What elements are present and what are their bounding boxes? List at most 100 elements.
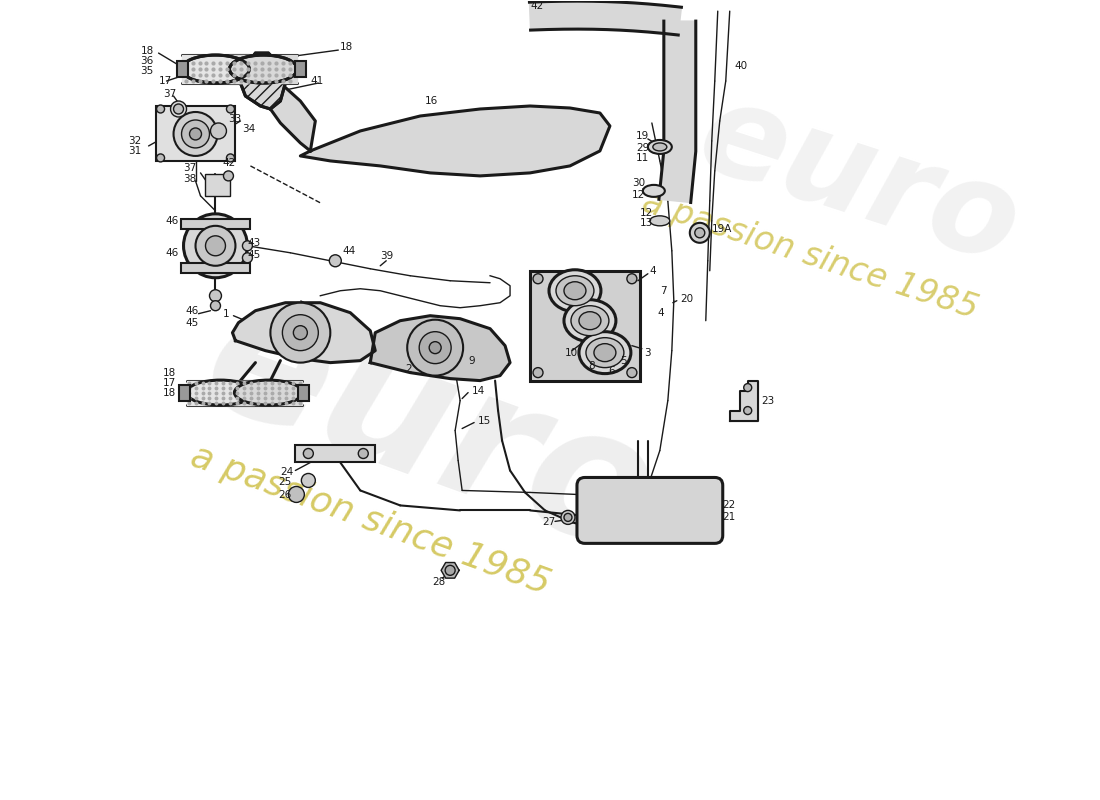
Text: 13: 13 — [640, 218, 653, 228]
Polygon shape — [265, 81, 316, 151]
Circle shape — [690, 223, 710, 243]
Ellipse shape — [579, 312, 601, 330]
Ellipse shape — [653, 143, 667, 151]
Text: 46: 46 — [186, 306, 199, 316]
Circle shape — [294, 326, 307, 340]
Circle shape — [156, 105, 165, 113]
Text: 10: 10 — [565, 348, 579, 358]
Text: 27: 27 — [542, 518, 556, 527]
Ellipse shape — [648, 140, 672, 154]
Ellipse shape — [564, 300, 616, 342]
Circle shape — [359, 449, 369, 458]
Text: 3: 3 — [644, 348, 650, 358]
Circle shape — [184, 214, 248, 278]
Text: 17: 17 — [158, 76, 172, 86]
Circle shape — [301, 474, 316, 487]
Text: 12: 12 — [631, 190, 645, 200]
Ellipse shape — [571, 306, 609, 336]
Circle shape — [242, 253, 252, 262]
Ellipse shape — [230, 55, 297, 83]
Text: 37: 37 — [164, 89, 177, 99]
Text: 15: 15 — [478, 415, 492, 426]
Ellipse shape — [564, 282, 586, 300]
Circle shape — [209, 290, 221, 302]
Bar — [180, 219, 251, 229]
Ellipse shape — [586, 338, 624, 368]
Circle shape — [196, 226, 235, 266]
Text: euro: euro — [183, 269, 679, 593]
Circle shape — [627, 368, 637, 378]
Circle shape — [174, 104, 184, 114]
Text: 36: 36 — [141, 56, 154, 66]
Text: 18: 18 — [340, 42, 353, 52]
Circle shape — [534, 368, 543, 378]
Circle shape — [407, 320, 463, 376]
Circle shape — [695, 228, 705, 238]
Text: 35: 35 — [141, 66, 154, 76]
Circle shape — [156, 154, 165, 162]
Text: 31: 31 — [129, 146, 142, 156]
Polygon shape — [529, 1, 681, 35]
Bar — [178, 385, 189, 401]
Text: 6: 6 — [608, 366, 615, 376]
Bar — [176, 61, 187, 77]
FancyBboxPatch shape — [578, 478, 723, 543]
Ellipse shape — [579, 332, 631, 374]
Circle shape — [227, 105, 234, 113]
Circle shape — [329, 254, 341, 266]
Circle shape — [283, 314, 318, 350]
Text: 46: 46 — [166, 216, 179, 226]
Text: 39: 39 — [381, 250, 394, 261]
Polygon shape — [241, 53, 285, 109]
Text: a passion since 1985: a passion since 1985 — [186, 439, 554, 602]
Circle shape — [174, 112, 218, 156]
Bar — [298, 385, 309, 401]
Text: 20: 20 — [680, 294, 693, 304]
Polygon shape — [729, 381, 758, 421]
Circle shape — [210, 123, 227, 139]
Bar — [155, 106, 235, 161]
Text: 4: 4 — [658, 308, 664, 318]
Circle shape — [744, 383, 751, 391]
Text: 29: 29 — [636, 143, 649, 153]
Text: 11: 11 — [636, 153, 649, 163]
Polygon shape — [300, 106, 609, 176]
Text: 26: 26 — [278, 490, 292, 501]
Ellipse shape — [642, 185, 664, 197]
Text: 17: 17 — [163, 378, 176, 388]
Circle shape — [170, 101, 187, 117]
Text: 40: 40 — [735, 61, 748, 71]
Polygon shape — [659, 21, 696, 202]
Polygon shape — [441, 562, 459, 578]
Text: 44: 44 — [342, 246, 355, 256]
Text: 37: 37 — [184, 163, 197, 173]
Text: euro: euro — [684, 70, 1035, 291]
Text: 42: 42 — [530, 1, 543, 11]
Text: 18: 18 — [163, 368, 176, 378]
Text: 22: 22 — [722, 501, 735, 510]
Text: 12: 12 — [640, 208, 653, 218]
Text: 28: 28 — [432, 578, 446, 587]
Text: 8: 8 — [587, 361, 595, 370]
Text: 1: 1 — [222, 309, 229, 318]
Polygon shape — [232, 302, 375, 362]
Circle shape — [227, 154, 234, 162]
Text: 25: 25 — [278, 478, 292, 487]
Text: 23: 23 — [761, 395, 774, 406]
Text: 2: 2 — [405, 364, 411, 374]
Circle shape — [189, 128, 201, 140]
Text: 18: 18 — [163, 387, 176, 398]
Circle shape — [223, 171, 233, 181]
Text: 19A: 19A — [712, 224, 733, 234]
Bar — [296, 61, 307, 77]
Text: 5: 5 — [620, 356, 627, 366]
Text: 14: 14 — [472, 386, 485, 395]
Circle shape — [242, 241, 252, 250]
Bar — [530, 270, 640, 381]
Text: 45: 45 — [248, 250, 261, 260]
Circle shape — [288, 486, 305, 502]
Text: 16: 16 — [426, 96, 439, 106]
Circle shape — [446, 566, 455, 575]
Circle shape — [564, 514, 572, 522]
Ellipse shape — [549, 270, 601, 312]
